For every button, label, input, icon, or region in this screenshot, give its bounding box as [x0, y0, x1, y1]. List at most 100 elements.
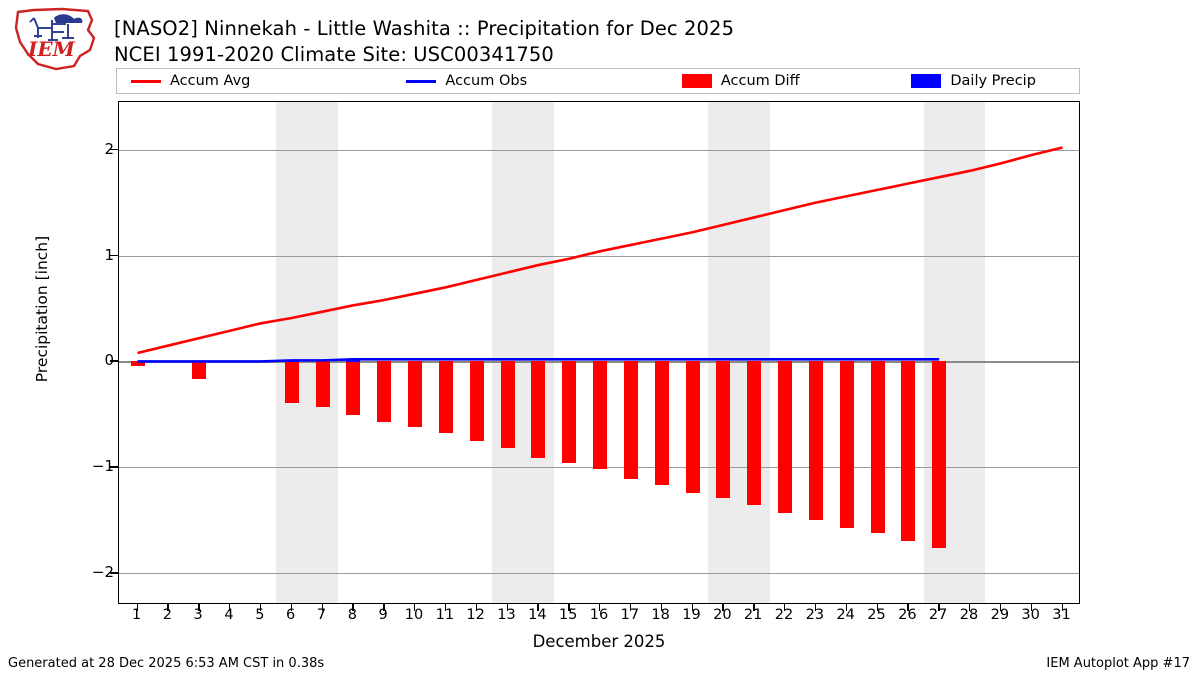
legend-label-daily-precip: Daily Precip [950, 73, 1036, 89]
accum-diff-bar-day-11 [438, 361, 453, 434]
accum-diff-bar-day-7 [315, 361, 330, 407]
page-title: [NASO2] Ninnekah - Little Washita :: Pre… [114, 16, 1014, 68]
x-axis-tick-mark-4 [229, 604, 231, 611]
accum-diff-bar-day-8 [346, 361, 361, 416]
x-axis-tick-mark-3 [198, 604, 200, 611]
x-axis-tick-label-5: 5 [255, 607, 265, 623]
x-axis-tick-mark-18 [660, 604, 663, 611]
chart-plot-area [118, 101, 1080, 604]
weekend-band-1 [492, 102, 554, 603]
x-axis-tick-mark-27 [938, 604, 940, 611]
gridline-y--2 [119, 573, 1079, 575]
y-axis-tick-mark--2 [110, 572, 118, 574]
footer-generated-text: Generated at 28 Dec 2025 6:53 AM CST in … [8, 656, 325, 671]
x-axis-tick-label-8: 8 [347, 607, 357, 623]
footer-app-text: IEM Autoplot App #17 [1046, 656, 1190, 671]
legend-item-accum-avg: Accum Avg [117, 69, 396, 93]
x-axis-tick-mark-2 [167, 604, 169, 611]
x-axis-tick-label-15: 15 [558, 607, 578, 623]
x-axis-label: December 2025 [532, 632, 666, 651]
legend-patch-icon-accum-diff [681, 74, 712, 88]
x-axis-tick-label-2: 2 [162, 607, 172, 623]
accum-diff-bar-day-21 [747, 361, 762, 506]
x-axis-tick-label-19: 19 [682, 607, 701, 623]
accum-diff-bar-day-22 [778, 361, 792, 513]
chart-legend: Accum Avg Accum Obs Accum Diff Daily Pre… [116, 68, 1080, 94]
y-axis-tick-mark-1 [110, 254, 118, 256]
x-axis-tick-mark-13 [506, 604, 508, 611]
x-axis-tick-label-16: 16 [589, 607, 609, 623]
x-axis-tick-mark-21 [753, 604, 755, 611]
x-axis-tick-label-3: 3 [193, 607, 203, 623]
iem-logo-text: IEM [27, 37, 76, 61]
accum-diff-bar-day-24 [839, 361, 854, 528]
accum-diff-bar-day-13 [500, 361, 515, 449]
x-axis-tick-mark-23 [814, 604, 817, 611]
x-axis-tick-mark-20 [722, 604, 724, 611]
x-axis-tick-label-30: 30 [1021, 607, 1040, 623]
x-axis-tick-mark-29 [999, 604, 1002, 611]
x-axis-tick-label-21: 21 [743, 607, 763, 623]
gridline-y-2 [119, 149, 1079, 151]
legend-item-daily-precip: Daily Precip [903, 69, 1079, 93]
x-axis-tick-label-13: 13 [497, 607, 516, 623]
x-axis-tick-mark-10 [414, 604, 416, 611]
x-axis-tick-mark-31 [1061, 604, 1063, 611]
x-axis-tick-mark-14 [537, 604, 539, 611]
y-axis-tick-mark--1 [110, 466, 118, 468]
accum-diff-bar-day-25 [870, 361, 885, 533]
legend-item-accum-diff: Accum Diff [672, 69, 904, 93]
x-axis-tick-label-22: 22 [774, 607, 794, 623]
line-series-layer [137, 146, 1063, 363]
accum-diff-bar-day-1 [130, 361, 145, 366]
accum-diff-bar-day-3 [192, 361, 207, 380]
x-axis-tick-label-12: 12 [466, 607, 485, 623]
legend-item-accum-obs: Accum Obs [396, 69, 671, 93]
x-axis-tick-label-29: 29 [990, 607, 1010, 623]
chart-canvas [119, 102, 1079, 603]
accum-diff-bar-day-18 [654, 361, 669, 486]
x-axis-tick-label-14: 14 [528, 607, 547, 623]
x-axis-tick-label-28: 28 [959, 607, 979, 623]
accum-diff-bar-day-19 [685, 361, 700, 493]
x-axis-tick-label-6: 6 [286, 607, 296, 623]
weekend-band-2 [707, 102, 770, 603]
x-axis-tick-mark-24 [845, 604, 848, 611]
x-axis-tick-label-24: 24 [836, 607, 855, 623]
y-axis-tick-mark-2 [110, 148, 118, 151]
x-axis-tick-mark-22 [784, 604, 786, 611]
weekend-band-0 [276, 102, 338, 603]
accum-diff-bar-day-27 [932, 361, 947, 548]
accum-diff-bar-day-16 [593, 361, 607, 470]
accum-diff-bar-day-20 [716, 361, 731, 499]
legend-label-accum-avg: Accum Avg [170, 73, 251, 89]
accum-diff-bar-day-12 [469, 361, 484, 441]
legend-label-accum-obs: Accum Obs [445, 73, 528, 89]
x-axis-tick-label-10: 10 [404, 607, 424, 623]
x-axis-tick-mark-12 [475, 604, 478, 611]
accum-avg-line [137, 146, 1063, 355]
x-axis-tick-mark-11 [444, 604, 447, 611]
x-axis-tick-label-9: 9 [378, 607, 388, 623]
chart-subtitle: NCEI 1991-2020 Climate Site: USC00341750 [114, 43, 554, 66]
y-axis-tick-label--2: −2 [91, 563, 114, 582]
x-axis-tick-label-18: 18 [651, 607, 670, 623]
x-axis-tick-mark-6 [290, 604, 293, 611]
y-axis-label: Precipitation [inch] [33, 235, 51, 383]
x-axis-tick-mark-9 [383, 604, 385, 611]
x-axis-tick-label-27: 27 [928, 607, 948, 623]
y-axis-tick-mark-0 [110, 360, 118, 362]
x-axis-tick-mark-16 [599, 604, 601, 611]
x-axis-tick-mark-28 [969, 604, 971, 611]
x-axis-tick-mark-30 [1030, 604, 1033, 611]
x-axis-tick-label-31: 31 [1052, 607, 1071, 623]
iem-logo: IEM [4, 6, 108, 72]
accum-diff-bar-day-23 [808, 361, 823, 521]
accum-diff-bar-day-6 [284, 361, 299, 403]
daily-precip-bar-day-8 [346, 360, 361, 363]
x-axis-tick-mark-17 [629, 604, 632, 611]
accum-diff-bar-day-9 [377, 361, 392, 422]
x-axis-tick-label-26: 26 [898, 607, 917, 623]
x-axis-tick-mark-7 [321, 604, 323, 611]
x-axis-tick-mark-19 [691, 604, 693, 611]
